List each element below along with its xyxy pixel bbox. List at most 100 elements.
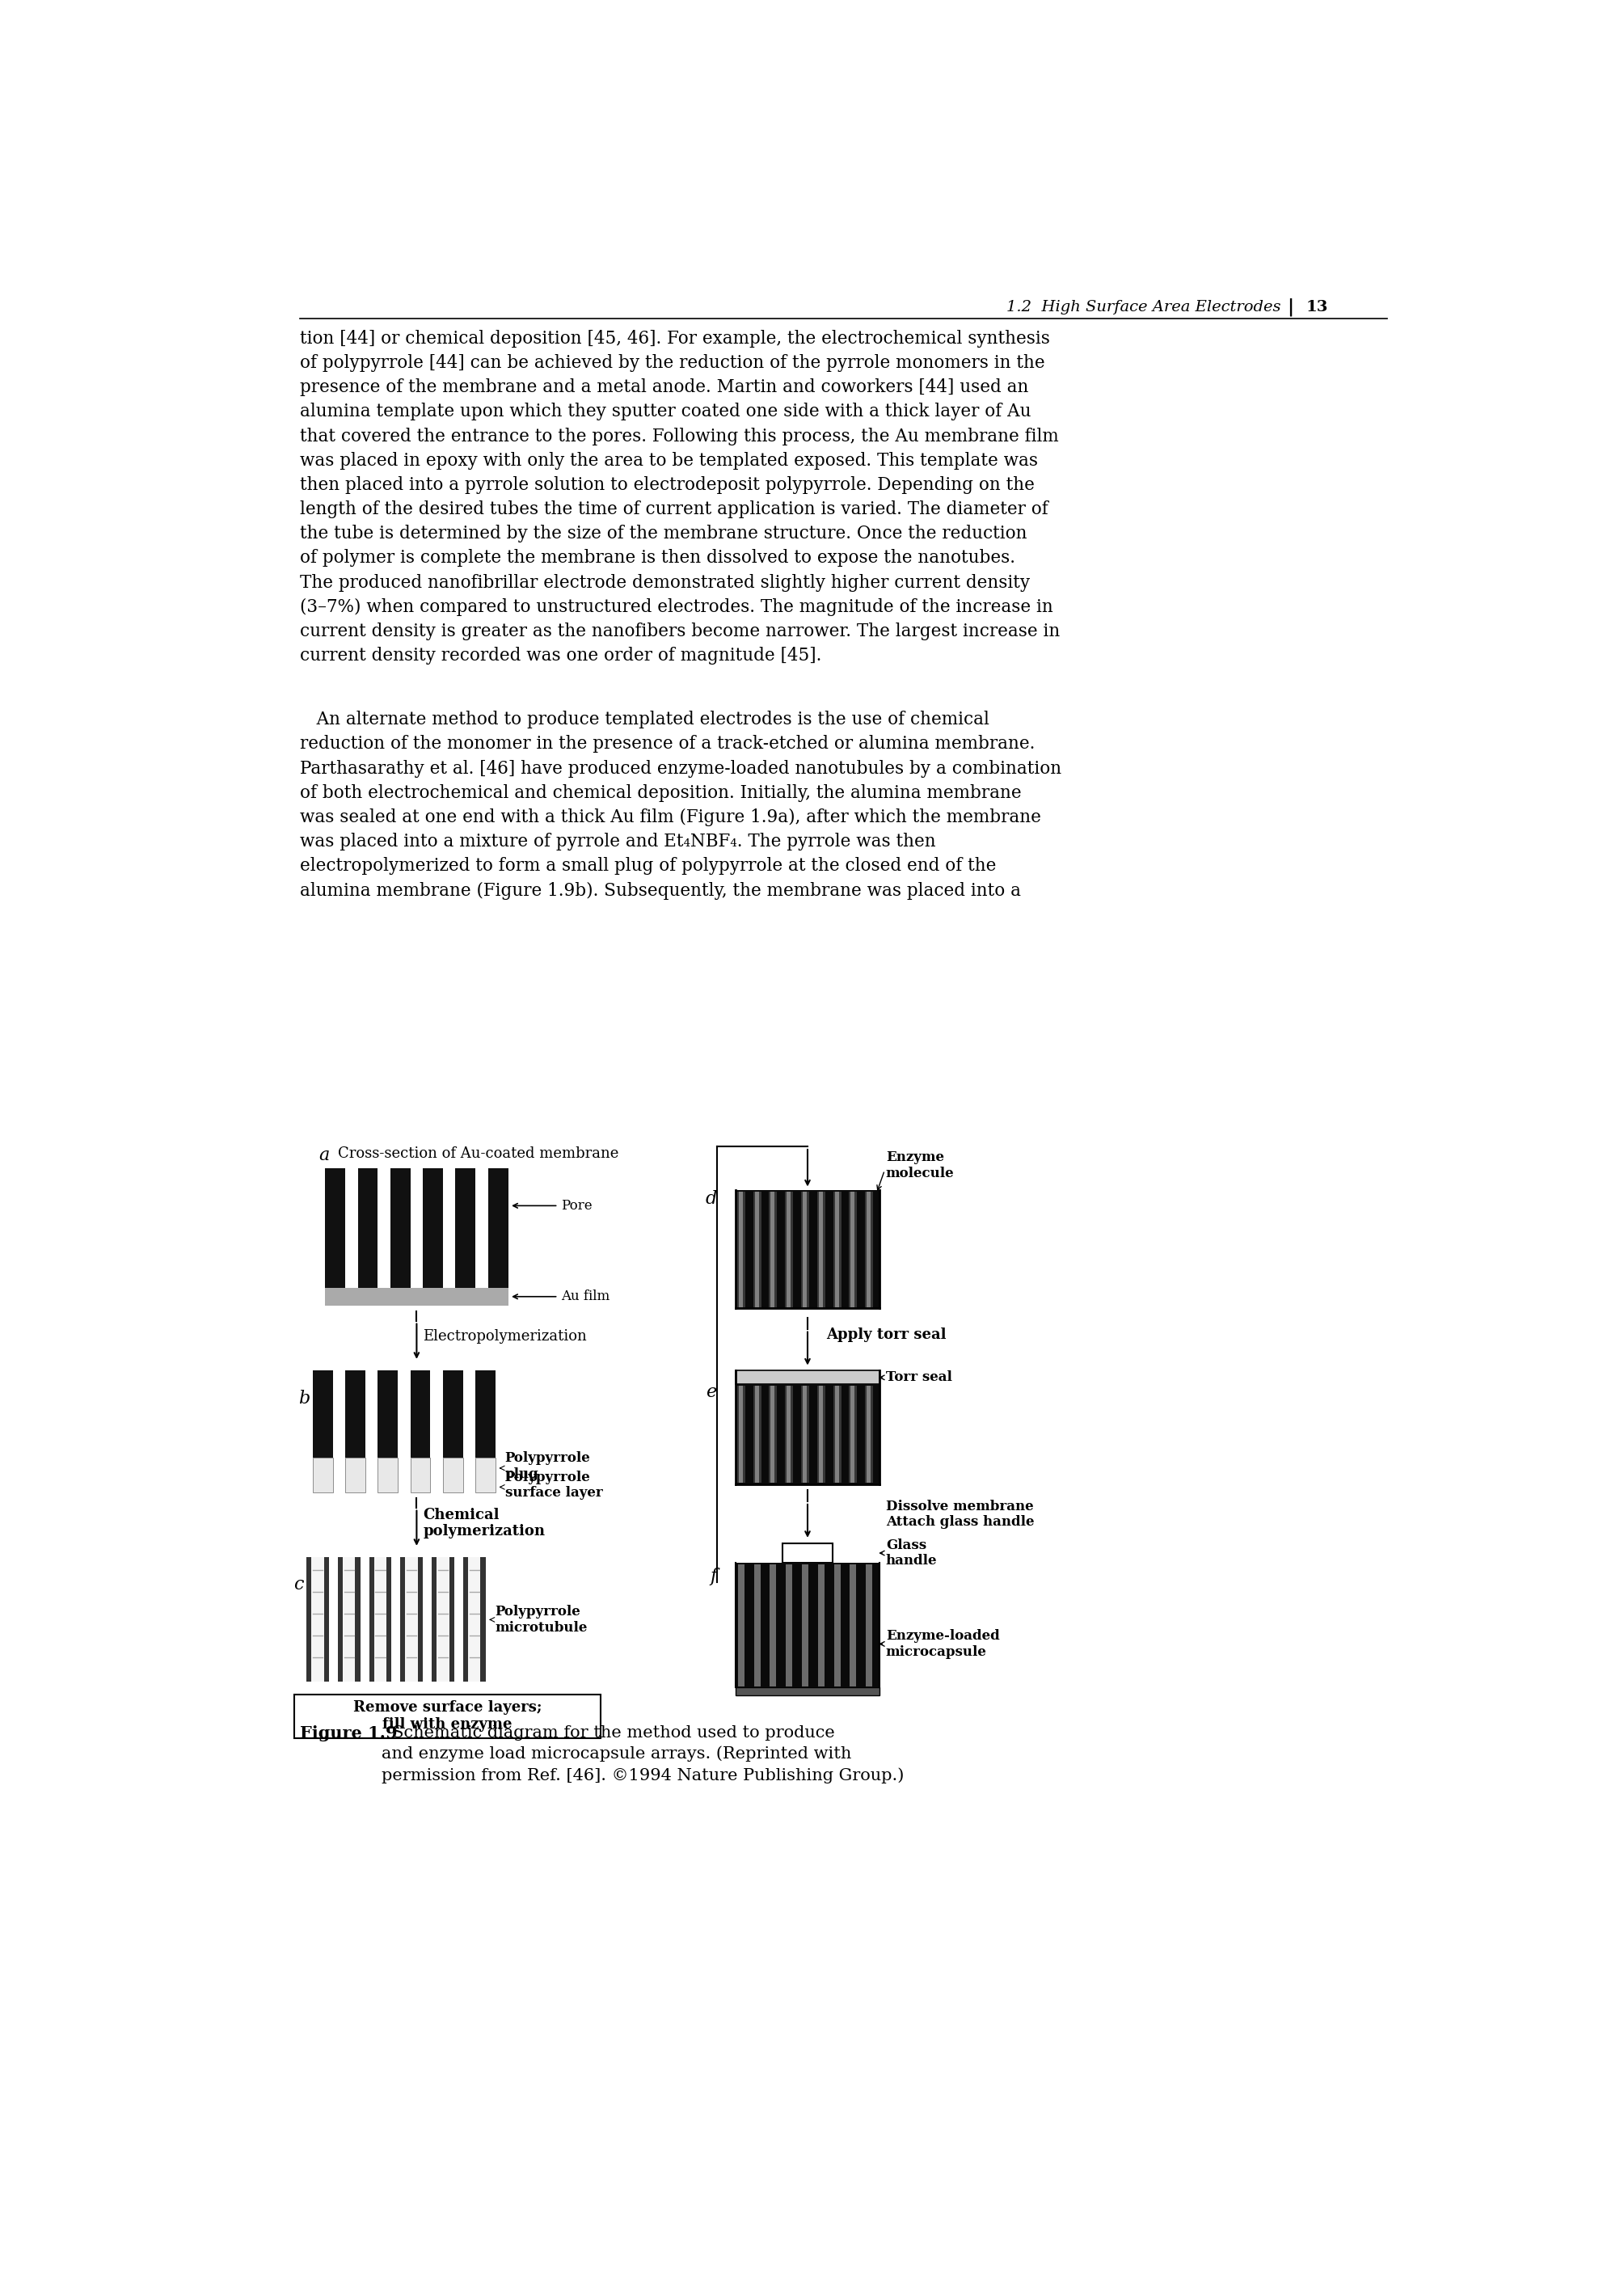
Bar <box>786 1563 793 1687</box>
Bar <box>849 1387 857 1483</box>
Bar <box>768 1563 783 1687</box>
Text: Au film: Au film <box>560 1290 609 1304</box>
Bar <box>849 1563 856 1687</box>
Bar <box>786 1387 791 1483</box>
Bar <box>307 1559 312 1682</box>
Text: Remove surface layers;
fill with enzyme: Remove surface layers; fill with enzyme <box>352 1701 542 1733</box>
Text: f: f <box>710 1568 716 1586</box>
Bar <box>771 1387 775 1483</box>
Bar <box>851 1387 854 1483</box>
Bar <box>783 1563 799 1687</box>
Bar <box>818 1192 823 1306</box>
Text: Enzyme-loaded
microcapsule: Enzyme-loaded microcapsule <box>885 1630 1000 1659</box>
Text: 1.2  High Surface Area Electrodes: 1.2 High Surface Area Electrodes <box>1007 300 1281 314</box>
Text: tion [44] or chemical deposition [45, 46]. For example, the electrochemical synt: tion [44] or chemical deposition [45, 46… <box>300 330 1060 665</box>
Bar <box>848 1563 864 1687</box>
Bar <box>833 1387 841 1483</box>
Bar <box>463 1559 468 1682</box>
Bar <box>783 1543 833 1563</box>
Text: Figure 1.9: Figure 1.9 <box>300 1726 398 1742</box>
Text: Polypyrrole
surface layer: Polypyrrole surface layer <box>505 1471 603 1499</box>
Text: An alternate method to produce templated electrodes is the use of chemical
reduc: An alternate method to produce templated… <box>300 711 1062 898</box>
Bar <box>489 1169 508 1306</box>
Text: b: b <box>297 1389 310 1407</box>
Bar <box>417 1559 422 1682</box>
Bar <box>739 1192 742 1306</box>
Bar <box>802 1563 809 1687</box>
Bar <box>411 1371 430 1458</box>
Bar <box>831 1563 848 1687</box>
Bar <box>476 1458 495 1492</box>
Bar <box>313 1371 333 1458</box>
Bar <box>739 1387 742 1483</box>
Bar <box>455 1169 476 1306</box>
Bar <box>390 1169 411 1306</box>
Text: 13: 13 <box>1306 300 1328 314</box>
Text: Dissolve membrane
Attach glass handle: Dissolve membrane Attach glass handle <box>885 1499 1034 1529</box>
Bar <box>737 1563 744 1687</box>
Bar <box>325 1288 508 1306</box>
Bar <box>866 1387 874 1483</box>
Bar <box>771 1192 775 1306</box>
Text: a: a <box>318 1146 330 1164</box>
Bar <box>867 1387 870 1483</box>
Bar <box>818 1563 825 1687</box>
Bar <box>343 1559 356 1682</box>
Bar <box>818 1387 823 1483</box>
Text: Cross-section of Au-coated membrane: Cross-section of Au-coated membrane <box>338 1146 619 1162</box>
Bar <box>476 1371 495 1458</box>
Bar <box>770 1192 778 1306</box>
Bar <box>736 1371 880 1384</box>
Bar <box>312 1559 323 1682</box>
Bar <box>357 1169 378 1306</box>
Bar <box>378 1371 398 1458</box>
Bar <box>835 1563 840 1687</box>
Bar <box>468 1559 481 1682</box>
Bar <box>346 1458 365 1492</box>
Bar <box>374 1559 387 1682</box>
Bar <box>833 1192 841 1306</box>
Bar <box>802 1387 807 1483</box>
Bar <box>313 1458 333 1492</box>
Bar <box>799 1563 815 1687</box>
Bar <box>786 1192 791 1306</box>
Bar <box>817 1192 825 1306</box>
Text: |: | <box>1286 298 1293 316</box>
Bar <box>736 1384 880 1483</box>
Bar <box>849 1192 857 1306</box>
Bar <box>784 1387 793 1483</box>
Text: Apply torr seal: Apply torr seal <box>827 1327 947 1341</box>
Text: Glass
handle: Glass handle <box>885 1538 937 1568</box>
Bar <box>325 1169 346 1306</box>
Bar <box>752 1563 768 1687</box>
Bar <box>754 1192 762 1306</box>
Bar <box>443 1458 463 1492</box>
Bar <box>356 1559 361 1682</box>
Bar <box>815 1563 831 1687</box>
Text: Polypyrrole
microtubule: Polypyrrole microtubule <box>495 1604 588 1634</box>
Bar <box>737 1192 745 1306</box>
Bar <box>422 1169 443 1306</box>
Bar <box>736 1190 880 1309</box>
Bar <box>835 1192 838 1306</box>
Bar <box>450 1559 455 1682</box>
Bar <box>736 1687 880 1696</box>
Bar <box>737 1387 745 1483</box>
Bar <box>754 1387 762 1483</box>
Bar <box>443 1371 463 1458</box>
Bar <box>864 1563 880 1687</box>
Bar <box>401 1559 406 1682</box>
Bar <box>801 1387 809 1483</box>
Bar <box>867 1192 870 1306</box>
Text: Electropolymerization: Electropolymerization <box>422 1329 586 1343</box>
Bar <box>432 1559 437 1682</box>
Bar <box>736 1563 752 1687</box>
Bar <box>801 1192 809 1306</box>
Bar <box>770 1563 776 1687</box>
Bar <box>346 1371 365 1458</box>
Bar <box>817 1387 825 1483</box>
Bar <box>754 1563 760 1687</box>
Bar <box>437 1559 450 1682</box>
Bar <box>378 1458 398 1492</box>
Text: c: c <box>294 1577 304 1593</box>
